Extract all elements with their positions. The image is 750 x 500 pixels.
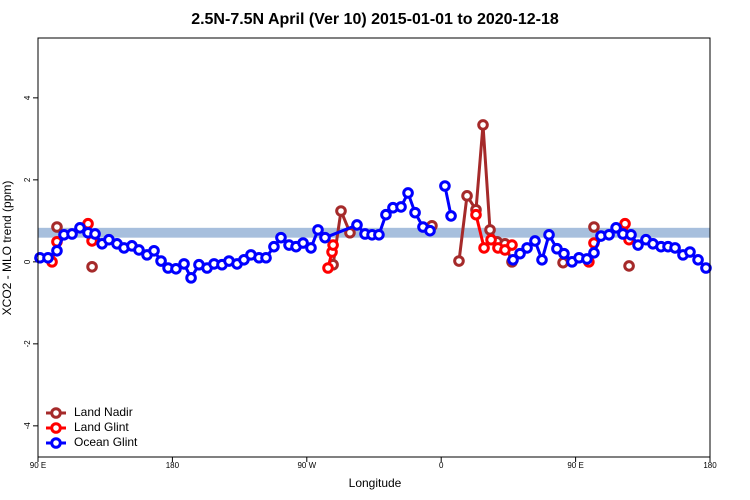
data-point <box>155 255 167 267</box>
x-tick-label: 90 E <box>30 461 46 470</box>
data-point <box>478 242 490 254</box>
data-point <box>453 255 465 267</box>
data-point <box>51 221 63 233</box>
data-point <box>543 228 555 241</box>
data-point <box>74 222 86 234</box>
data-point <box>335 205 347 217</box>
data-point <box>178 258 190 270</box>
data-point <box>536 253 548 266</box>
x-tick-label: 180 <box>703 461 717 470</box>
data-point <box>42 251 54 264</box>
x-axis-label: Longitude <box>349 476 402 490</box>
data-point <box>327 239 339 251</box>
legend-marker <box>50 437 62 449</box>
data-point <box>319 231 331 244</box>
x-tick-label: 180 <box>166 461 180 470</box>
data-point <box>297 237 309 249</box>
data-point <box>170 263 182 275</box>
data-point <box>588 247 600 259</box>
data-point <box>51 244 63 257</box>
y-tick-label: -4 <box>23 422 32 430</box>
legend-marker <box>50 407 62 419</box>
data-point <box>312 224 324 236</box>
data-point <box>275 231 287 244</box>
x-tick-label: 0 <box>439 461 444 470</box>
y-tick-label: 4 <box>23 95 32 100</box>
x-tick-label: 90 E <box>567 461 583 470</box>
data-point <box>66 228 78 240</box>
y-tick-label: -2 <box>23 340 32 348</box>
data-point <box>632 239 644 251</box>
data-point <box>477 119 489 131</box>
series <box>51 119 635 273</box>
data-point <box>700 262 712 274</box>
data-point <box>619 217 631 230</box>
data-point <box>625 228 637 241</box>
plot-frame <box>37 37 711 458</box>
y-axis-label: XCO2 - MLO trend (ppm) <box>0 181 14 316</box>
data-point <box>623 260 635 272</box>
legend-label: Ocean Glint <box>74 435 138 449</box>
data-point <box>373 228 385 241</box>
data-point <box>581 253 593 265</box>
data-point <box>521 242 533 254</box>
data-point <box>506 239 518 251</box>
data-point <box>402 187 414 199</box>
x-tick-label: 90 W <box>297 461 316 470</box>
data-point <box>557 256 569 269</box>
data-point <box>461 190 473 202</box>
data-point <box>148 244 160 257</box>
data-point <box>380 208 392 221</box>
data-point <box>507 253 519 266</box>
data-point <box>684 246 696 258</box>
y-tick-label: 0 <box>23 259 32 264</box>
legend-marker <box>50 422 62 434</box>
data-point <box>89 228 101 240</box>
data-point <box>322 262 334 274</box>
data-point <box>445 210 457 222</box>
data-point <box>424 224 436 237</box>
data-point <box>558 247 570 260</box>
data-point <box>305 242 317 254</box>
data-point <box>86 260 98 273</box>
data-point <box>133 244 145 256</box>
data-point <box>409 206 421 219</box>
chart-title: 2.5N-7.5N April (Ver 10) 2015-01-01 to 2… <box>191 11 559 28</box>
data-point <box>470 208 482 221</box>
data-point <box>514 247 526 260</box>
legend-label: Land Nadir <box>74 405 133 419</box>
data-point <box>669 242 681 254</box>
data-point <box>395 201 407 213</box>
data-point <box>529 235 541 247</box>
data-point <box>260 251 272 264</box>
y-tick-label: 2 <box>23 177 32 182</box>
data-point <box>603 228 615 241</box>
data-point <box>484 224 496 236</box>
data-point <box>185 272 197 284</box>
series <box>34 180 712 284</box>
data-point <box>268 240 280 253</box>
data-point <box>692 253 704 266</box>
data-point <box>485 233 497 246</box>
legend-label: Land Glint <box>74 420 129 434</box>
data-point <box>351 219 363 231</box>
data-point <box>439 180 451 192</box>
data-point <box>610 222 622 234</box>
data-point <box>588 221 600 233</box>
